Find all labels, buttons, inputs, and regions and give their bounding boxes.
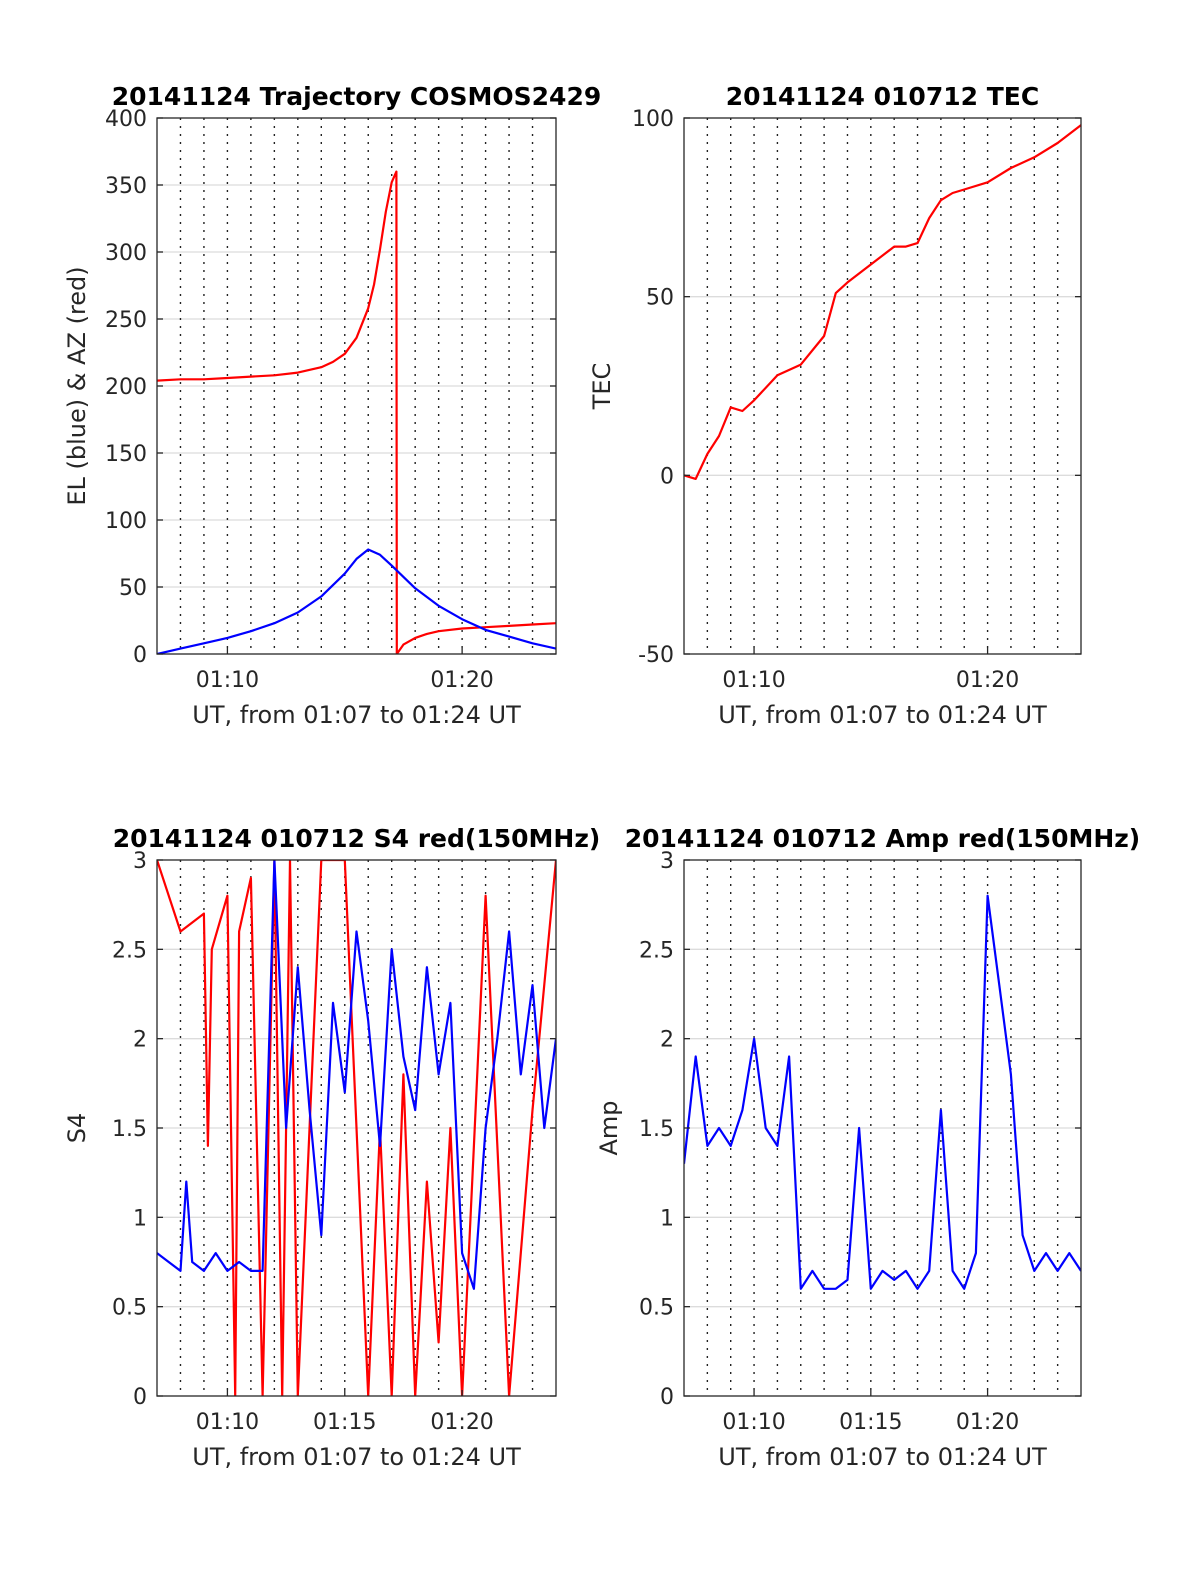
trajectory-xtick-label-0: 01:10: [196, 668, 259, 693]
amp-ytick-label-4: 2: [660, 1028, 674, 1053]
tec-series-0: [684, 124, 1081, 480]
trajectory-ytick-label-5: 250: [105, 308, 147, 333]
amp-panel: 0 0.5 1 1.5 2 2.5 3 01:10 01:15 01:20 20141124 010…: [595, 824, 1140, 1471]
trajectory-xtick-label-1: 01:20: [430, 668, 493, 693]
s4-series-1: [157, 860, 556, 1290]
trajectory-ytick-label-3: 150: [105, 442, 147, 467]
tec-axes-frame: [683, 117, 1082, 655]
tec-ytick-label-2: 50: [646, 286, 674, 311]
tec-xtick-label-1: 01:20: [956, 668, 1019, 693]
s4-ytick-label-3: 1.5: [112, 1117, 147, 1142]
amp-ytick-label-1: 0.5: [639, 1296, 674, 1321]
amp-ytick-label-3: 1.5: [639, 1117, 674, 1142]
trajectory-ytick-label-4: 200: [105, 375, 147, 400]
amp-ytick-label-6: 3: [660, 849, 674, 874]
s4-title: 20141124 010712 S4 red(150MHz): [113, 824, 601, 853]
tec-series-group: [684, 124, 1081, 480]
amp-xtick-label-2: 01:20: [956, 1410, 1019, 1435]
tec-ytick-label-3: 100: [632, 107, 674, 132]
trajectory-ytick-label-1: 50: [119, 576, 147, 601]
amp-title: 20141124 010712 Amp red(150MHz): [625, 824, 1141, 853]
amp-ytick-label-0: 0: [660, 1385, 674, 1410]
s4-xtick-label-1: 01:15: [313, 1410, 376, 1435]
amp-ytick-label-2: 1: [660, 1206, 674, 1231]
amp-xlabel: UT, from 01:07 to 01:24 UT: [718, 1443, 1047, 1471]
s4-ylabel: S4: [63, 1113, 91, 1144]
s4-series-0: [157, 860, 556, 1396]
s4-ytick-label-4: 2: [133, 1028, 147, 1053]
tec-ytick-label-1: 0: [660, 464, 674, 489]
s4-xtick-label-0: 01:10: [196, 1410, 259, 1435]
s4-xlabel: UT, from 01:07 to 01:24 UT: [192, 1443, 521, 1471]
tec-title: 20141124 010712 TEC: [726, 82, 1039, 111]
tec-xlabel: UT, from 01:07 to 01:24 UT: [718, 701, 1047, 729]
trajectory-title: 20141124 Trajectory COSMOS2429: [112, 82, 602, 111]
amp-ytick-label-5: 2.5: [639, 938, 674, 963]
tec-ytick-label-0: -50: [638, 643, 674, 668]
s4-ytick-label-5: 2.5: [112, 938, 147, 963]
amp-xtick-label-0: 01:10: [722, 1410, 785, 1435]
trajectory-series-1: [157, 548, 556, 654]
trajectory-series-group: [157, 170, 556, 654]
trajectory-ytick-label-6: 300: [105, 241, 147, 266]
trajectory-ytick-label-7: 350: [105, 174, 147, 199]
s4-ytick-label-0: 0: [133, 1385, 147, 1410]
trajectory-xlabel: UT, from 01:07 to 01:24 UT: [192, 701, 521, 729]
amp-series-group: [684, 894, 1081, 1290]
tec-ylabel: TEC: [588, 363, 616, 411]
s4-xtick-label-2: 01:20: [430, 1410, 493, 1435]
trajectory-panel: 0 50 100 150 200 250 300 350 400 01:10 01:20 201411…: [63, 82, 601, 729]
trajectory-ytick-label-8: 400: [105, 107, 147, 132]
tec-panel: -50 0 50 100 01:10 01:20 20141124 010712 TEC UT…: [588, 82, 1082, 729]
s4-ytick-label-1: 0.5: [112, 1296, 147, 1321]
trajectory-ylabel: EL (blue) & AZ (red): [63, 266, 91, 505]
s4-ytick-label-6: 3: [133, 849, 147, 874]
s4-series-group: [157, 860, 556, 1396]
amp-ylabel: Amp: [595, 1100, 623, 1155]
amp-xtick-label-1: 01:15: [839, 1410, 902, 1435]
trajectory-ytick-label-0: 0: [133, 643, 147, 668]
trajectory-ytick-label-2: 100: [105, 509, 147, 534]
s4-panel: 0 0.5 1 1.5 2 2.5 3 01:10 01:15 01:20 20141124 010…: [63, 824, 600, 1471]
s4-ytick-label-2: 1: [133, 1206, 147, 1231]
trajectory-series-0: [157, 170, 556, 654]
tec-xtick-label-0: 01:10: [722, 668, 785, 693]
amp-series-0: [684, 894, 1081, 1290]
